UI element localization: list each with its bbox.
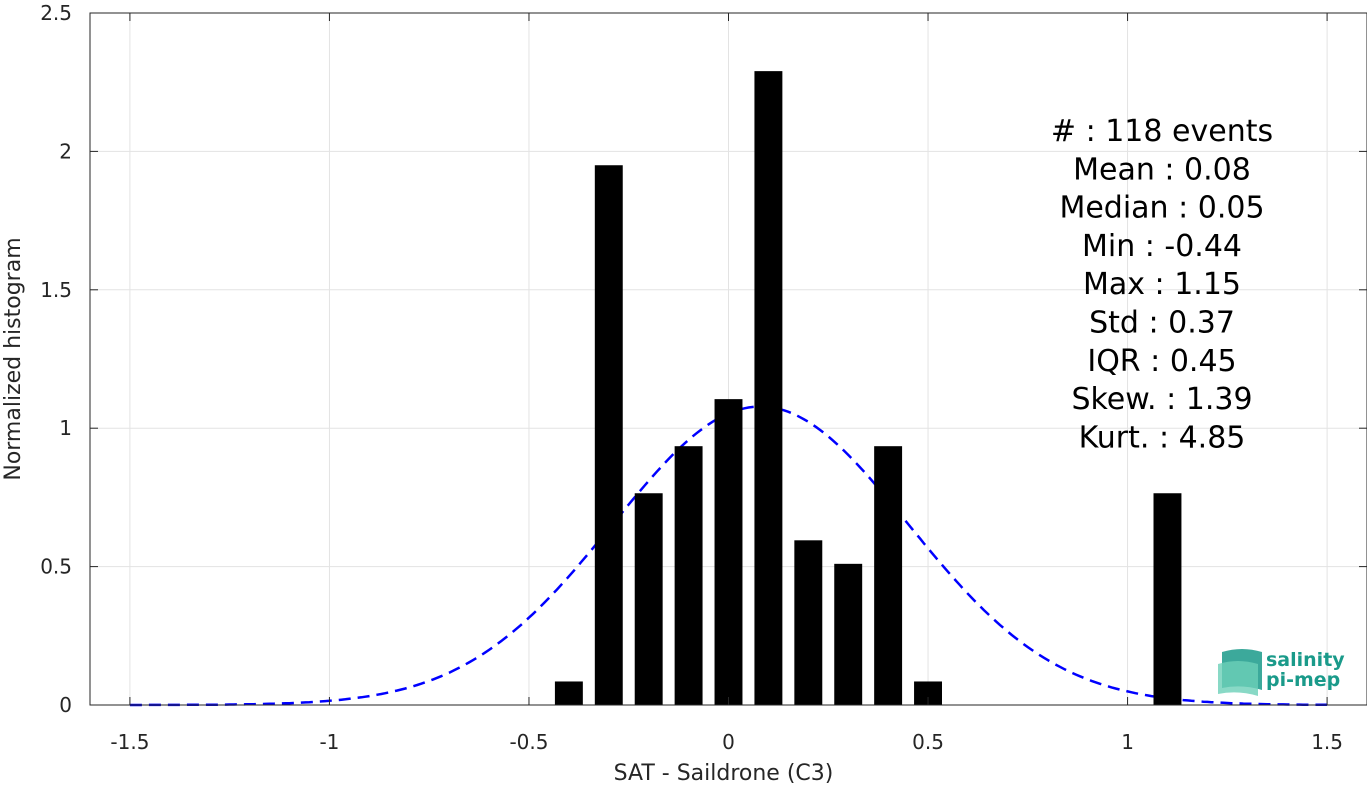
y-tick-label: 1.5 <box>40 278 72 302</box>
stat-line-4: Max : 1.15 <box>1083 267 1241 302</box>
bar-4 <box>714 399 743 705</box>
x-tick-label: -1 <box>319 730 339 754</box>
y-tick-label: 0 <box>59 693 72 717</box>
stat-line-6: IQR : 0.45 <box>1087 344 1236 379</box>
bar-8 <box>874 446 903 705</box>
stat-line-0: # : 118 events <box>1051 114 1273 149</box>
ticks: -1.5 -1 -0.5 0 0.5 1 1.5 0 0.5 1 1.5 2 2.5 <box>40 1 1367 754</box>
x-tick-label: -0.5 <box>509 730 548 754</box>
stat-line-8: Kurt. : 4.85 <box>1079 420 1246 455</box>
x-tick-label: -1.5 <box>110 730 149 754</box>
y-tick-label: 0.5 <box>40 555 72 579</box>
bar-6 <box>794 540 823 705</box>
bar-2 <box>634 493 663 705</box>
y-tick-label: 1 <box>59 416 72 440</box>
stat-line-1: Mean : 0.08 <box>1073 152 1251 187</box>
x-tick-label: 1.5 <box>1311 730 1343 754</box>
bars <box>554 71 1182 706</box>
bar-7 <box>834 563 863 705</box>
y-tick-label: 2.5 <box>40 1 72 25</box>
salinity-pimep-logo: salinity pi-mep <box>1218 649 1345 696</box>
x-tick-label: 0.5 <box>912 730 944 754</box>
y-tick-label: 2 <box>59 139 72 163</box>
bar-3 <box>674 446 703 705</box>
bar-10 <box>1153 493 1182 705</box>
y-axis-label: Normalized histogram <box>1 237 26 480</box>
x-tick-label: 1 <box>1121 730 1134 754</box>
logo-line2: pi-mep <box>1266 669 1340 691</box>
bar-9 <box>914 681 942 705</box>
stat-line-3: Min : -0.44 <box>1082 229 1242 264</box>
bar-1 <box>594 165 623 706</box>
x-axis-label: SAT - Saildrone (C3) <box>614 761 834 785</box>
logo-wave-icon-2 <box>1218 661 1258 696</box>
stat-line-2: Median : 0.05 <box>1059 191 1264 226</box>
bar-0 <box>554 681 583 705</box>
stat-line-7: Skew. : 1.39 <box>1071 382 1252 417</box>
x-tick-label: 0 <box>722 730 735 754</box>
logo-line1: salinity <box>1266 649 1345 671</box>
stat-line-5: Std : 0.37 <box>1089 306 1235 341</box>
bar-5 <box>754 71 783 706</box>
